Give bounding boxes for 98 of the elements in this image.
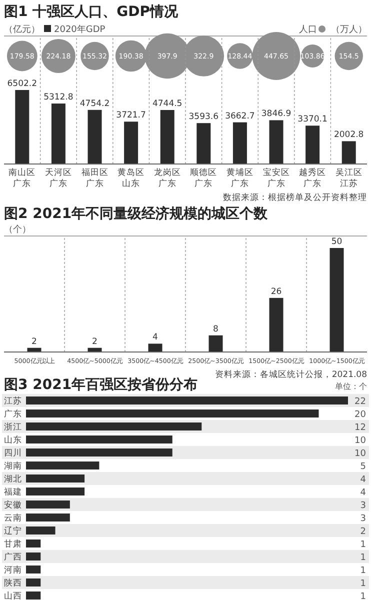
bar xyxy=(306,126,320,164)
bar xyxy=(26,448,172,456)
data-label: 4 xyxy=(360,488,366,498)
data-label: 6502.2 xyxy=(7,79,38,89)
bar xyxy=(26,526,56,534)
chart-title: 图3 2021年百强区按省份分布 xyxy=(4,377,198,393)
data-label: 3 xyxy=(360,501,366,511)
bar xyxy=(26,422,202,430)
y-tick-label: 辽宁 xyxy=(4,526,22,536)
source-note: 数据来源：根据榜单及公开资料整理 xyxy=(223,192,367,203)
x-tick-label: 吴江区 江苏 xyxy=(335,167,362,189)
x-tick-label: 龙岗区广东 xyxy=(154,167,181,189)
data-label: 1 xyxy=(360,566,366,576)
bar xyxy=(342,141,356,164)
y-tick-label: 湖南 xyxy=(4,460,22,472)
data-label: 3846.9 xyxy=(261,109,292,120)
data-label: 4 xyxy=(152,332,158,343)
x-tick-label: 宝安区广东 xyxy=(262,167,290,189)
legend-label: 2020年GDP xyxy=(54,24,106,35)
data-label: 26 xyxy=(270,286,282,297)
data-label: 1 xyxy=(360,553,366,563)
bar xyxy=(26,578,41,586)
data-label: 3662.7 xyxy=(225,111,255,122)
bar xyxy=(26,514,70,522)
bar xyxy=(26,474,85,482)
data-label: 3 xyxy=(360,514,366,524)
y-tick-label: 山东 xyxy=(4,434,22,446)
data-label: 1 xyxy=(360,592,366,600)
y-tick-label: 安徽 xyxy=(4,500,22,510)
y-tick-label: 福建 xyxy=(4,486,22,498)
bar xyxy=(232,122,247,164)
data-label: 4754.2 xyxy=(80,98,110,109)
data-label: 2 xyxy=(92,336,98,347)
bar xyxy=(15,90,30,164)
bar xyxy=(124,122,138,164)
data-label: 2 xyxy=(360,527,366,537)
bar xyxy=(88,110,102,164)
bar xyxy=(269,120,284,164)
y-tick-label: 浙江 xyxy=(4,422,22,432)
data-label: 22 xyxy=(354,397,366,407)
data-label: 50 xyxy=(331,237,342,247)
bar xyxy=(26,410,319,418)
y-tick-label: 云南 xyxy=(4,512,22,524)
x-tick-label: 南山区 广东 xyxy=(8,167,36,189)
legend-label: 人口 xyxy=(299,24,317,35)
x-tick-label: 越秀区广东 xyxy=(299,167,326,189)
bar xyxy=(26,488,85,496)
data-label: 3370.1 xyxy=(298,114,328,125)
y-tick-label: 山西 xyxy=(4,590,22,600)
bar xyxy=(26,500,70,508)
text: 图1 十强区人口、GDP情况 xyxy=(4,4,179,20)
y-tick-label: 甘肃 xyxy=(4,538,22,550)
bar xyxy=(51,104,66,164)
text: （万人） xyxy=(331,24,367,35)
text: 单位：个 xyxy=(335,382,367,391)
data-label: 8 xyxy=(213,324,218,334)
x-tick-label: 顺德区广东 xyxy=(190,167,218,189)
data-label: 10 xyxy=(354,449,366,459)
data-label: 3593.6 xyxy=(188,112,219,122)
bar xyxy=(160,110,174,164)
bar xyxy=(208,335,223,352)
data-label: 1 xyxy=(360,540,366,550)
bar xyxy=(330,248,344,352)
bar xyxy=(26,592,41,600)
y-tick-label: 河南 xyxy=(4,564,22,576)
y-axis-title: （亿元） xyxy=(4,24,40,35)
bar xyxy=(26,462,100,470)
bar xyxy=(26,552,41,560)
bar xyxy=(26,540,41,548)
data-label: 20 xyxy=(354,410,366,420)
y-tick-label: 江苏 xyxy=(4,396,22,406)
x-tick-label: 黄埔区广东 xyxy=(226,167,254,189)
data-label: 1 xyxy=(360,579,366,589)
data-label: 2002.8 xyxy=(334,130,364,140)
y-axis-title: （个） xyxy=(4,224,31,235)
data-label: 12 xyxy=(354,423,366,433)
y-tick-label: 陕西 xyxy=(4,578,22,588)
data-label: 5 xyxy=(360,462,366,472)
data-label: 4 xyxy=(360,475,366,485)
bar xyxy=(148,344,162,352)
y-tick-label: 湖北 xyxy=(4,474,22,484)
data-label: 10 xyxy=(354,436,366,446)
x-tick-label: 福田区广东 xyxy=(81,167,108,189)
data-label: 4744.5 xyxy=(152,99,182,110)
data-label: 3721.7 xyxy=(116,110,146,121)
bar xyxy=(196,123,211,164)
y-tick-label: 四川 xyxy=(4,448,22,458)
y-tick-label: 广西 xyxy=(4,552,22,562)
bar xyxy=(26,566,41,574)
x-tick-label: 黄岛区 山东 xyxy=(118,167,145,189)
bar xyxy=(269,298,284,352)
text: 资料来源：各城区统计公报，2021.08 xyxy=(214,369,367,380)
chart-title: 图2 2021年不同量级经济规模的城区个数 xyxy=(4,205,269,222)
data-label: 5312.8 xyxy=(44,92,74,103)
y-tick-label: 广东 xyxy=(4,408,22,420)
bar xyxy=(26,436,172,444)
data-label: 2 xyxy=(32,336,37,347)
x-tick-label: 天河区广东 xyxy=(44,167,72,189)
